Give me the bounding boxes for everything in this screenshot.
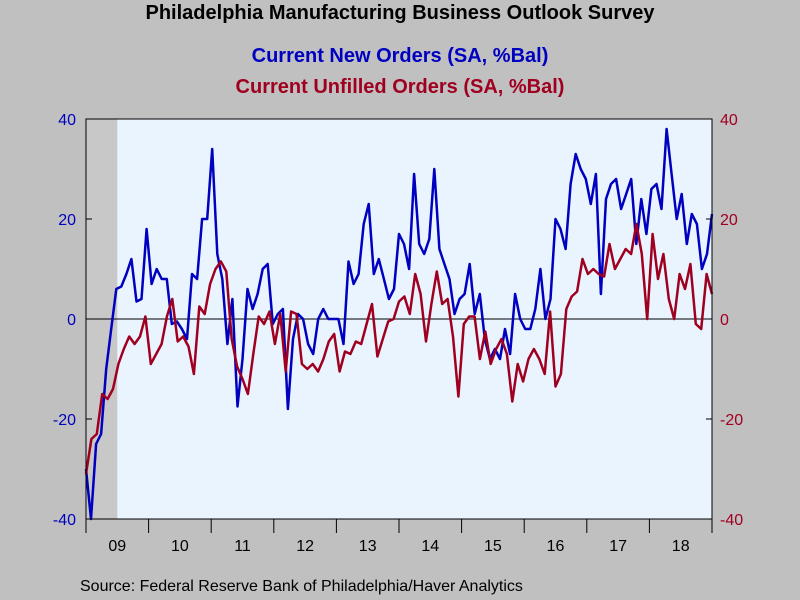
x-tick-label: 13 [359,538,377,555]
x-tick-label: 09 [108,538,126,555]
x-tick-label: 15 [484,538,502,555]
x-tick-label: 10 [171,538,189,555]
y-right-tick-label: -40 [720,512,743,529]
y-left-tick-label: 40 [58,112,76,129]
legend-new-orders: Current New Orders (SA, %Bal) [251,45,549,67]
x-tick-label: 12 [296,538,314,555]
new-orders-line [84,127,714,521]
x-tick-label: 17 [609,538,627,555]
y-left-tick-label: -20 [53,412,76,429]
y-right-tick-label: 20 [720,212,738,229]
unfilled-orders-line [84,222,714,475]
legend-unfilled-orders: Current Unfilled Orders (SA, %Bal) [235,76,565,98]
x-tick-label: 16 [547,538,565,555]
y-right-tick-label: 40 [720,112,738,129]
x-tick-label: 11 [234,538,251,555]
y-right-tick-label: 0 [720,312,729,329]
x-tick-label: 14 [421,538,439,555]
chart-title: Philadelphia Manufacturing Business Outl… [145,2,655,24]
source-note: Source: Federal Reserve Bank of Philadel… [80,578,523,595]
y-left-tick-label: 0 [67,312,76,329]
x-tick-label: 18 [672,538,690,555]
y-left-tick-label: -40 [53,512,76,529]
y-right-tick-label: -20 [720,412,743,429]
y-left-tick-label: 20 [58,212,76,229]
